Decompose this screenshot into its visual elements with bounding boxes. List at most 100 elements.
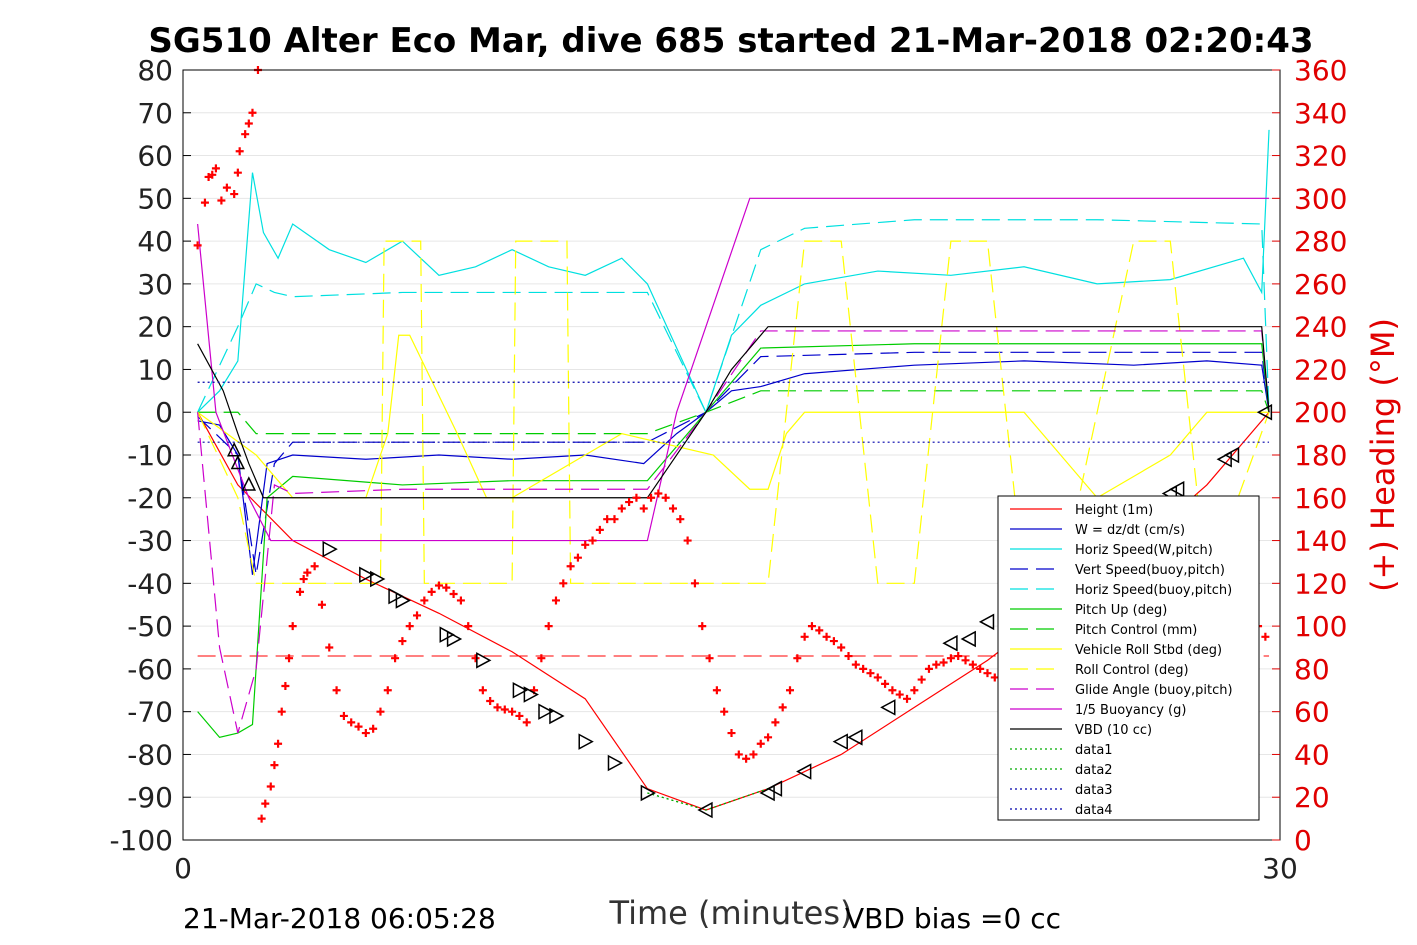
heading-point bbox=[235, 147, 244, 156]
heading-point bbox=[661, 493, 670, 502]
heading-point bbox=[376, 707, 385, 716]
heading-point bbox=[968, 660, 977, 669]
heading-point bbox=[976, 664, 985, 673]
y-right-tick-label: 280 bbox=[1294, 225, 1347, 258]
y-tick-label: -30 bbox=[127, 525, 173, 558]
heading-point bbox=[764, 733, 773, 742]
triangle-marker bbox=[230, 454, 246, 470]
y-tick-label: -50 bbox=[127, 610, 173, 643]
heading-point bbox=[325, 643, 334, 652]
heading-point bbox=[361, 729, 370, 738]
heading-point bbox=[625, 498, 634, 507]
heading-point bbox=[339, 711, 348, 720]
heading-point bbox=[786, 686, 795, 695]
heading-point bbox=[420, 596, 429, 605]
legend-box bbox=[997, 495, 1260, 821]
y-tick-label: -40 bbox=[127, 567, 173, 600]
series-line bbox=[197, 390, 1270, 435]
heading-point bbox=[285, 654, 294, 663]
heading-point bbox=[668, 504, 677, 513]
triangle-marker bbox=[549, 707, 565, 725]
heading-point bbox=[241, 130, 250, 139]
series-line bbox=[197, 240, 1270, 584]
heading-point bbox=[317, 600, 326, 609]
triangle-marker bbox=[446, 630, 463, 648]
series-line bbox=[197, 197, 1270, 542]
heading-point bbox=[551, 596, 560, 605]
heading-point bbox=[369, 724, 378, 733]
y-right-tick-label: 80 bbox=[1294, 653, 1330, 686]
heading-point bbox=[639, 504, 648, 513]
heading-point bbox=[617, 504, 626, 513]
triangle-marker bbox=[832, 733, 848, 750]
y-right-tick-label: 60 bbox=[1294, 696, 1330, 729]
y-tick-label: 80 bbox=[137, 54, 173, 87]
series-line bbox=[197, 219, 1270, 414]
legend-label: Pitch Control (mm) bbox=[1075, 623, 1197, 638]
y-right-tick-label: 0 bbox=[1294, 824, 1312, 857]
heading-point bbox=[676, 515, 685, 524]
series-line bbox=[197, 351, 1270, 575]
heading-point bbox=[266, 782, 275, 791]
heading-point bbox=[398, 637, 407, 646]
series-line bbox=[197, 330, 1270, 734]
heading-point bbox=[544, 622, 553, 631]
heading-point bbox=[734, 750, 743, 759]
triangle-marker bbox=[538, 703, 554, 720]
triangle-marker bbox=[476, 652, 492, 669]
heading-point bbox=[257, 814, 266, 823]
heading-point bbox=[946, 654, 955, 663]
triangle-marker bbox=[759, 784, 775, 802]
y-right-tick-label: 160 bbox=[1294, 482, 1347, 515]
triangle-marker bbox=[640, 784, 656, 802]
legend-label: data3 bbox=[1075, 783, 1113, 798]
heading-point bbox=[347, 718, 356, 727]
heading-point bbox=[281, 682, 290, 690]
heading-point bbox=[391, 654, 400, 663]
y-tick-label: -100 bbox=[109, 824, 173, 857]
x-axis-ticks: 0 30 bbox=[174, 852, 1298, 885]
heading-point bbox=[698, 622, 707, 631]
heading-point bbox=[888, 686, 897, 695]
heading-point bbox=[610, 515, 619, 524]
heading-point bbox=[486, 696, 495, 705]
heading-point bbox=[683, 536, 692, 545]
legend-label: Vehicle Roll Stbd (deg) bbox=[1075, 643, 1222, 658]
heading-point bbox=[442, 583, 451, 592]
heading-point bbox=[230, 190, 239, 199]
heading-point bbox=[233, 168, 242, 177]
series-line bbox=[197, 129, 1270, 414]
triangle-marker bbox=[512, 682, 528, 699]
triangle-marker bbox=[226, 442, 242, 457]
footer-timestamp: 21-Mar-2018 06:05:28 bbox=[183, 902, 496, 935]
heading-point bbox=[427, 587, 436, 596]
heading-point bbox=[793, 654, 802, 663]
legend-label: Horiz Speed(W,pitch) bbox=[1075, 543, 1213, 558]
triangle-marker bbox=[439, 626, 455, 643]
heading-point bbox=[910, 686, 919, 695]
heading-point bbox=[493, 703, 502, 712]
heading-point bbox=[756, 739, 765, 748]
heading-point bbox=[690, 579, 699, 588]
heading-point bbox=[771, 718, 780, 727]
y-right-tick-label: 300 bbox=[1294, 182, 1347, 215]
y-tick-label: -10 bbox=[127, 439, 173, 472]
heading-point bbox=[310, 562, 319, 571]
legend-label: Roll Control (deg) bbox=[1075, 663, 1189, 678]
legend-label: 1/5 Buoyancy (g) bbox=[1075, 703, 1186, 718]
triangle-marker bbox=[960, 630, 976, 648]
y-right-tick-label: 340 bbox=[1294, 97, 1347, 130]
heading-point bbox=[277, 707, 286, 716]
y-right-tick-label: 140 bbox=[1294, 525, 1347, 558]
heading-point bbox=[932, 660, 941, 669]
legend: Height (1m) W = dz/dt (cm/s) Horiz Speed(W… bbox=[997, 495, 1260, 821]
footer-vbd-bias: VBD bias =0 cc bbox=[845, 902, 1061, 935]
heading-point bbox=[588, 536, 597, 545]
legend-label: Glide Angle (buoy,pitch) bbox=[1075, 683, 1233, 698]
heading-point bbox=[456, 596, 465, 605]
heading-point bbox=[559, 579, 568, 588]
legend-label: data4 bbox=[1075, 803, 1113, 818]
series-line bbox=[197, 326, 1270, 499]
y-tick-label: -80 bbox=[127, 738, 173, 771]
